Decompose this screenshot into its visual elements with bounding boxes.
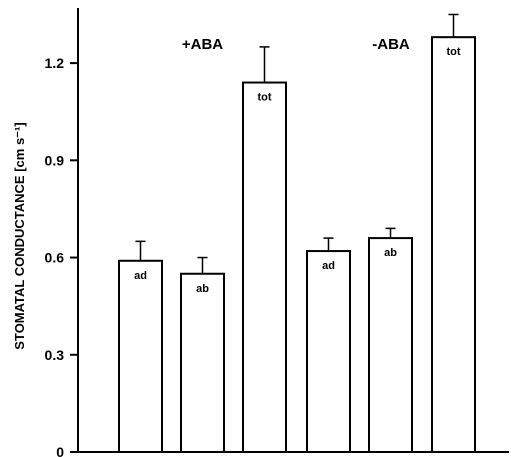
y-axis-ticks: 0 0.3 0.6 0.9 1.2 (45, 55, 78, 457)
bar-label: ab (384, 247, 397, 259)
group-label: -ABA (372, 36, 410, 53)
y-tick-label: 0.9 (45, 152, 65, 168)
bar (242, 81, 287, 453)
bar-label: ad (134, 270, 147, 282)
y-tick-label: 0.3 (45, 347, 65, 363)
bar (431, 36, 476, 454)
y-tick-label: 1.2 (45, 55, 65, 71)
y-tick-label: 0 (56, 444, 64, 457)
bar (180, 272, 225, 453)
y-axis-title: STOMATAL CONDUCTANCE [cm s⁻¹] (12, 122, 27, 349)
bar-series: ad ab tot ad ab tot (118, 13, 476, 454)
bar (118, 259, 163, 454)
bar-label: ad (322, 260, 335, 272)
group-label: +ABA (182, 36, 223, 53)
bar-label: ab (196, 283, 209, 295)
y-tick-label: 0.6 (45, 250, 65, 266)
bar-label: tot (257, 92, 271, 104)
bar (368, 237, 413, 453)
group-labels: +ABA -ABA (182, 36, 410, 53)
bar (306, 250, 351, 453)
bar-label: tot (446, 46, 460, 58)
